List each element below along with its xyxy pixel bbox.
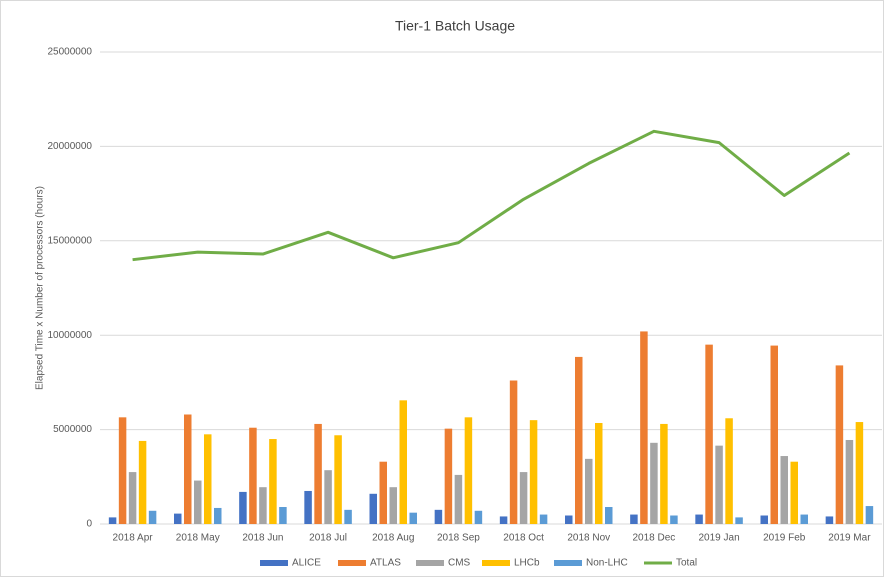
legend-label: Non-LHC [586,558,628,569]
bar [259,487,267,524]
bar [575,356,583,524]
bar [194,480,202,524]
x-tick-label: 2018 Jun [242,533,283,544]
x-tick-label: 2018 Aug [372,533,414,544]
bar [660,423,668,524]
bar [825,516,834,524]
bar [595,422,603,524]
bar [519,472,528,524]
bar [865,506,874,524]
bar [249,427,257,524]
legend-swatch [338,560,366,566]
y-tick-label: 5000000 [53,424,92,435]
bar [790,461,798,524]
bar [444,428,453,524]
bar [118,417,127,524]
line-series [132,129,851,262]
x-tick-label: 2018 Dec [633,533,676,544]
bar [509,380,518,524]
bar [705,344,713,524]
chart-title: Tier-1 Batch Usage [395,18,515,34]
bar [780,456,788,524]
legend-swatch [416,560,444,566]
x-tick-label: 2018 Oct [503,533,544,544]
legend-label: LHCb [514,558,540,569]
bar [670,515,678,524]
bar [630,514,638,524]
bar [239,491,247,524]
x-tick-label: 2019 Feb [763,533,806,544]
bar [304,490,312,524]
bar [499,516,508,524]
bar [835,365,844,524]
y-tick-label: 20000000 [48,141,93,152]
bar [174,513,182,524]
legend-label: ALICE [292,558,321,569]
bar [845,439,854,524]
bar [379,461,387,524]
bar [454,474,463,524]
bar [138,440,147,524]
bar [148,510,157,524]
bar [770,345,778,524]
bar [369,493,377,524]
bar [324,470,332,524]
x-tick-label: 2019 Mar [828,533,871,544]
y-tick-label: 10000000 [48,330,93,341]
bar [855,422,864,524]
bar [128,472,137,524]
bar [695,514,703,524]
y-tick-label: 15000000 [48,235,93,246]
legend-label: CMS [448,558,471,569]
y-axis-label: Elapsed Time x Number of processors (hou… [35,186,46,390]
bar [334,435,342,524]
bar [108,517,117,524]
y-tick-label: 0 [86,519,92,530]
bar [585,458,593,524]
bar [565,515,573,524]
bar [650,442,658,524]
bar [389,487,397,524]
bar [539,514,548,524]
bar [399,400,407,524]
bar [640,331,648,524]
x-tick-label: 2018 Apr [113,533,154,544]
bar [279,507,287,524]
y-tick-label: 25000000 [48,47,93,58]
legend-swatch [482,560,510,566]
legend-label: ATLAS [370,558,401,569]
legend-label: Total [676,558,697,569]
bar [725,418,733,524]
x-tick-label: 2018 May [176,533,220,544]
bar [760,515,768,524]
bar [184,414,192,524]
bar [269,439,277,524]
bar [735,517,743,524]
bar [605,507,613,524]
legend-swatch [260,560,288,566]
bar [214,507,222,524]
bar [344,509,352,524]
x-tick-label: 2018 Sep [437,533,480,544]
bar [314,423,322,524]
x-tick-label: 2018 Jul [309,533,347,544]
bar [464,417,473,524]
x-tick-label: 2018 Nov [567,533,610,544]
bar [529,420,538,524]
bar [204,434,212,524]
bar [434,509,443,524]
legend-swatch [554,560,582,566]
x-tick-label: 2019 Jan [699,533,740,544]
bar [409,512,417,524]
bar [474,510,483,524]
bar [800,514,808,524]
bar [715,445,723,524]
